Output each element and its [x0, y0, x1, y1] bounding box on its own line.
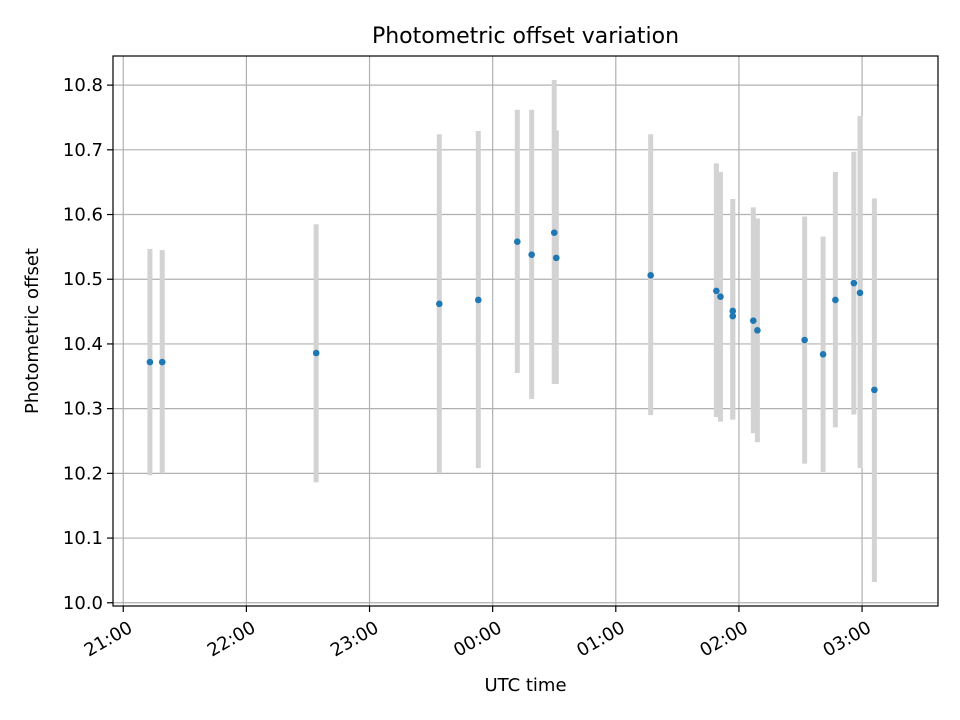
data-point — [729, 312, 737, 320]
y-tick-label: 10.6 — [63, 205, 103, 226]
y-tick-label: 10.7 — [63, 140, 103, 161]
plot-frame — [112, 55, 939, 607]
y-tick-label: 10.2 — [63, 463, 103, 484]
y-tick-label: 10.3 — [63, 399, 103, 420]
y-axis-label: Photometric offset — [22, 248, 43, 414]
data-point — [749, 317, 757, 324]
plot-area — [113, 56, 938, 606]
data-point — [436, 300, 443, 308]
data-point — [474, 296, 482, 304]
data-point — [717, 293, 724, 301]
data-point — [832, 296, 839, 304]
data-point — [729, 307, 737, 315]
data-point — [550, 229, 558, 236]
data-point — [528, 251, 535, 258]
data-point — [850, 279, 858, 287]
y-tick-label: 10.1 — [63, 528, 103, 549]
y-tick-label: 10.5 — [63, 269, 103, 290]
y-axis-ticks: 10.0 10.1 10.2 10.3 10.4 10.5 10.6 10.7 10.8 — [63, 75, 113, 614]
data-point — [647, 272, 654, 279]
y-tick-label: 10.4 — [63, 334, 103, 355]
data-points — [146, 229, 878, 394]
data-point — [513, 238, 521, 246]
data-point — [312, 349, 320, 357]
data-point — [856, 289, 864, 297]
y-tick-label: 10.8 — [63, 75, 103, 96]
y-tick-label: 10.0 — [63, 593, 103, 614]
x-axis-label: UTC time — [484, 675, 566, 696]
data-point — [871, 386, 878, 394]
chart-title: Photometric offset variation — [372, 24, 679, 49]
data-point — [158, 358, 166, 366]
data-point — [552, 254, 560, 262]
data-point — [801, 336, 808, 344]
data-point — [819, 350, 827, 358]
grid-lines — [113, 56, 938, 606]
data-point — [146, 358, 154, 366]
data-point — [754, 327, 761, 334]
data-point — [713, 287, 720, 295]
